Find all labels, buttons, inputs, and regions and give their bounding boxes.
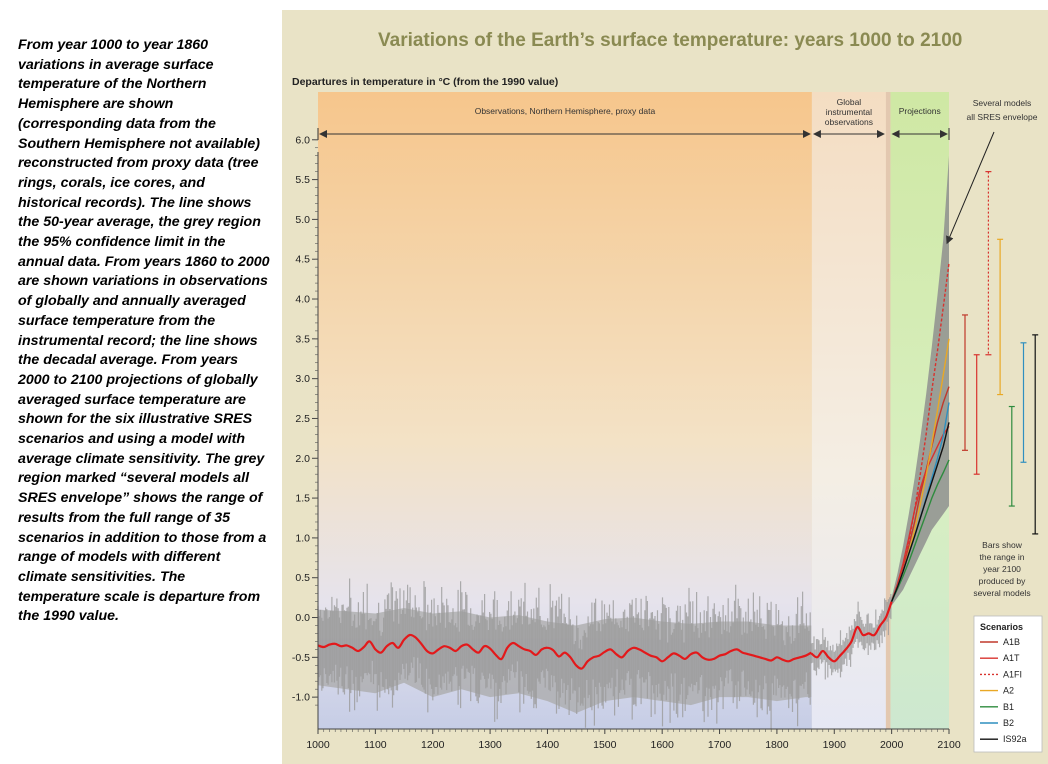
legend-box (973, 615, 1043, 753)
x-tick-label: 1200 (421, 739, 445, 751)
projection-line-a1fi (890, 263, 950, 602)
y-tick-label: 0.5 (295, 572, 310, 584)
envelope-pointer-arrow (946, 131, 995, 245)
x-tick-label: 1600 (651, 739, 675, 751)
period-panel-gap (885, 92, 891, 729)
bars-note-line-3: produced by (979, 576, 1027, 586)
x-tick-label: 1100 (364, 739, 387, 751)
y-tick-label: 4.5 (295, 254, 310, 266)
range-bars-2100: Bars show the range in year 2100 produced b… (962, 171, 1039, 598)
period-label-1-line-1: instrumental (826, 107, 872, 117)
x-tick-label: 1500 (593, 739, 617, 751)
period-label-2-line-0: Projections (899, 106, 941, 116)
y-tick-label: 3.0 (295, 373, 310, 385)
period-labels: Observations, Northern Hemisphere, proxy… (317, 97, 950, 140)
legend-label-b2: B2 (1003, 718, 1014, 728)
legend-title: Scenarios (980, 622, 1023, 632)
envelope-label: Several models all SRES envelope (946, 98, 1038, 245)
chart-axes: -1.0 -0.5 0.0 0.5 1.0 1.5 2.0 2.5 3.0 3.5 4.0 4.5 5.… (292, 134, 961, 751)
temperature-chart: Variations of the Earth’s surface temper… (282, 10, 1048, 764)
period-label-1-line-0: Global (837, 97, 862, 107)
envelope-label-line-0: Several models (973, 98, 1032, 108)
y-tick-label: -0.5 (292, 652, 310, 664)
period-label-1-line-2: observations (825, 117, 873, 127)
y-tick-label: -1.0 (292, 692, 310, 704)
temperature-lines (317, 263, 950, 670)
x-tick-label: 1900 (823, 739, 847, 751)
x-tick-label: 1400 (536, 739, 560, 751)
legend-label-a1t: A1T (1003, 653, 1020, 663)
y-tick-label: 6.0 (295, 134, 310, 146)
temperature-figure: Variations of the Earth’s surface temper… (282, 10, 1048, 764)
projection-line-b1 (890, 459, 950, 602)
scenario-legend: Scenarios A1B A1T A1FI A2 B1 B2 IS92a (973, 615, 1043, 753)
legend-label-is92a: IS92a (1003, 734, 1027, 744)
x-tick-label: 1300 (478, 739, 502, 751)
y-tick-label: 1.0 (295, 532, 310, 544)
instrumental-decadal-average-line (810, 601, 893, 663)
x-tick-label: 1700 (708, 739, 732, 751)
envelope-label-line-1: all SRES envelope (967, 112, 1038, 122)
x-tick-label: 2000 (880, 739, 904, 751)
y-tick-label: 1.5 (295, 493, 310, 505)
legend-label-a1fi: A1FI (1003, 669, 1022, 679)
y-tick-label: 0.0 (295, 612, 310, 624)
proxy-50yr-average-line (317, 633, 812, 670)
legend-label-a1b: A1B (1003, 637, 1020, 647)
x-tick-label: 1800 (765, 739, 789, 751)
y-tick-label: 2.5 (295, 413, 310, 425)
y-tick-label: 5.5 (295, 174, 310, 186)
projection-line-a1b (890, 386, 950, 602)
chart-title: Variations of the Earth’s surface temper… (378, 30, 962, 51)
x-tick-label: 2100 (937, 739, 961, 751)
projection-line-is92a (890, 422, 950, 602)
bars-note-line-0: Bars show (982, 540, 1023, 550)
bars-note-line-1: the range in (980, 552, 1025, 562)
y-tick-label: 5.0 (295, 214, 310, 226)
x-tick-label: 1000 (306, 739, 330, 751)
legend-label-b1: B1 (1003, 702, 1014, 712)
y-axis-label: Departures in temperature in °C (from th… (292, 76, 558, 88)
bars-note-line-4: several models (973, 588, 1030, 598)
y-tick-label: 3.5 (295, 333, 310, 345)
y-tick-label: 4.0 (295, 294, 310, 306)
y-tick-label: 2.0 (295, 453, 310, 465)
period-label-0-line-0: Observations, Northern Hemisphere, proxy… (475, 106, 656, 116)
figure-caption: From year 1000 to year 1860 variations i… (18, 37, 270, 625)
bars-note-line-2: year 2100 (983, 564, 1021, 574)
legend-label-a2: A2 (1003, 686, 1014, 696)
period-panel-instrumental (811, 92, 886, 729)
